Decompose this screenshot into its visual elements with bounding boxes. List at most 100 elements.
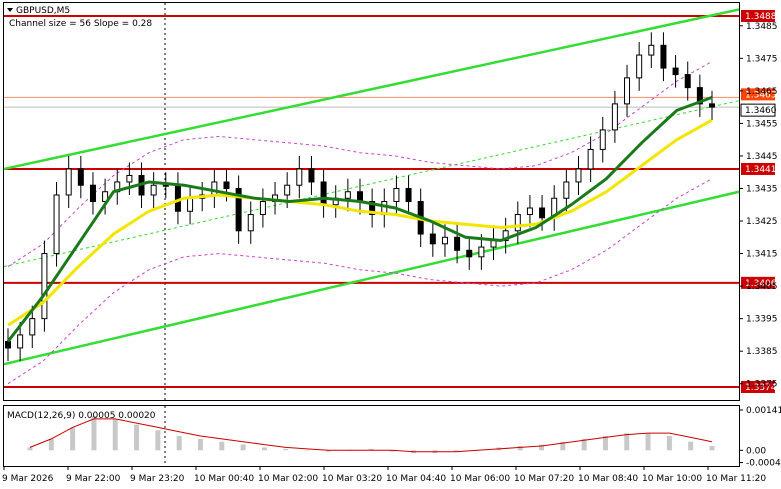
candle-body bbox=[441, 236, 448, 245]
macd-histogram-bar bbox=[304, 450, 310, 451]
x-tick-label: 10 Mar 10:00 bbox=[642, 474, 702, 484]
y-tick-label: 1.3395 bbox=[746, 315, 778, 325]
y-tick-label: 1.3475 bbox=[746, 54, 778, 64]
level-label: 1.3406 bbox=[745, 279, 777, 289]
macd-y-tick-label: -0.00043 bbox=[746, 459, 781, 469]
candle-body bbox=[235, 187, 242, 232]
candle-body bbox=[660, 44, 667, 69]
candle-body bbox=[672, 67, 679, 76]
candle-body bbox=[89, 184, 96, 202]
macd-histogram-bar bbox=[325, 450, 331, 452]
x-tick-label: 10 Mar 11:20 bbox=[706, 474, 766, 484]
y-tick-label: 1.3445 bbox=[746, 152, 778, 162]
macd-histogram-bar bbox=[560, 441, 566, 451]
macd-histogram-bar bbox=[27, 447, 33, 451]
candle-body bbox=[308, 168, 315, 183]
macd-panel: 0.00141 0.00 -0.00043 bbox=[27, 406, 781, 469]
chevron-down-icon[interactable] bbox=[7, 8, 13, 12]
channel-indicator-text: Channel size = 56 Slope = 0.28 bbox=[9, 19, 152, 29]
macd-histogram-bar bbox=[176, 436, 182, 451]
candle-body bbox=[102, 191, 109, 202]
candle-body bbox=[320, 181, 327, 206]
candle-body bbox=[187, 197, 194, 212]
main-plot-frame bbox=[3, 2, 740, 401]
x-tick-label: 9 Mar 23:20 bbox=[130, 474, 185, 484]
candle-body bbox=[29, 318, 36, 336]
candle-body bbox=[514, 214, 521, 232]
macd-histogram-bar bbox=[219, 441, 225, 451]
y-tick-label: 1.3375 bbox=[746, 380, 778, 390]
candle-body bbox=[636, 54, 643, 79]
macd-y-tick-label: 0.00 bbox=[746, 446, 766, 456]
candle-body bbox=[162, 184, 169, 187]
macd-label: MACD(12,26,9) 0.00005 0.00020 bbox=[7, 411, 156, 421]
candle-body bbox=[709, 103, 715, 108]
candle-body bbox=[247, 214, 254, 232]
candle-body bbox=[490, 240, 497, 248]
candle-body bbox=[599, 129, 606, 150]
candle-body bbox=[223, 181, 230, 189]
y-tick-label: 1.3485 bbox=[746, 22, 778, 32]
macd-histogram-bar bbox=[539, 444, 544, 451]
macd-histogram-bar bbox=[453, 450, 459, 452]
candle-body bbox=[41, 253, 48, 320]
x-tick-label: 10 Mar 02:00 bbox=[258, 474, 318, 484]
macd-histogram-bar bbox=[134, 424, 140, 451]
macd-y-tick-label: 0.00141 bbox=[746, 406, 781, 416]
macd-histogram-bar bbox=[48, 438, 54, 451]
candle-body bbox=[77, 168, 84, 186]
candle-body bbox=[126, 174, 133, 183]
macd-histogram-bar bbox=[283, 448, 289, 451]
price-channel bbox=[3, 8, 740, 366]
macd-histogram-bar bbox=[240, 444, 246, 451]
macd-histogram-bar bbox=[624, 433, 630, 451]
y-tick-label: 1.3405 bbox=[746, 282, 778, 292]
candle-body bbox=[429, 233, 436, 245]
macd-histogram-bar bbox=[368, 448, 374, 451]
envelope-bands bbox=[7, 61, 713, 385]
candle-body bbox=[478, 246, 485, 258]
symbol-title: GBPUSD,M5 bbox=[16, 6, 70, 16]
level-label-box bbox=[741, 10, 775, 23]
candles bbox=[5, 32, 715, 361]
price-mark-label: 1.3463 bbox=[745, 90, 777, 100]
candle-body bbox=[648, 44, 655, 56]
price-mark-box bbox=[741, 88, 775, 101]
candle-body bbox=[624, 77, 631, 105]
y-tick-label: 1.3465 bbox=[746, 87, 778, 97]
level-label-box bbox=[741, 276, 775, 289]
candle-body bbox=[284, 184, 291, 196]
macd-histogram-bar bbox=[155, 430, 161, 451]
lower-band bbox=[7, 178, 713, 385]
candle-body bbox=[696, 87, 703, 105]
price-mark-label: 1.3460 bbox=[745, 106, 777, 116]
y-tick-label: 1.3385 bbox=[746, 347, 778, 357]
level-label: 1.3488 bbox=[745, 12, 777, 22]
candle-body bbox=[575, 168, 582, 183]
macd-histogram-bar bbox=[517, 446, 523, 451]
y-tick-label: 1.3455 bbox=[746, 119, 778, 129]
candle-body bbox=[65, 168, 72, 196]
x-tick-label: 10 Mar 06:00 bbox=[450, 474, 510, 484]
candle-body bbox=[150, 184, 157, 196]
macd-histogram-bar bbox=[91, 416, 97, 451]
channel-lower-line bbox=[3, 190, 740, 366]
macd-histogram-bar bbox=[389, 450, 395, 452]
candle-body bbox=[369, 201, 376, 216]
candle-body bbox=[454, 236, 461, 251]
macd-histogram-bar bbox=[688, 441, 694, 451]
macd-histogram-bar bbox=[709, 446, 715, 451]
x-tick-label: 10 Mar 00:40 bbox=[194, 474, 254, 484]
x-tick-label: 9 Mar 2026 bbox=[2, 474, 54, 484]
candle-body bbox=[611, 103, 618, 131]
candle-body bbox=[344, 191, 351, 199]
candle-body bbox=[53, 194, 60, 255]
candle-body bbox=[684, 74, 691, 89]
candle-body bbox=[296, 168, 303, 186]
candle-body bbox=[393, 187, 400, 203]
candle-body bbox=[259, 201, 266, 216]
candle-body bbox=[466, 249, 473, 258]
macd-histogram-bar bbox=[645, 433, 651, 451]
